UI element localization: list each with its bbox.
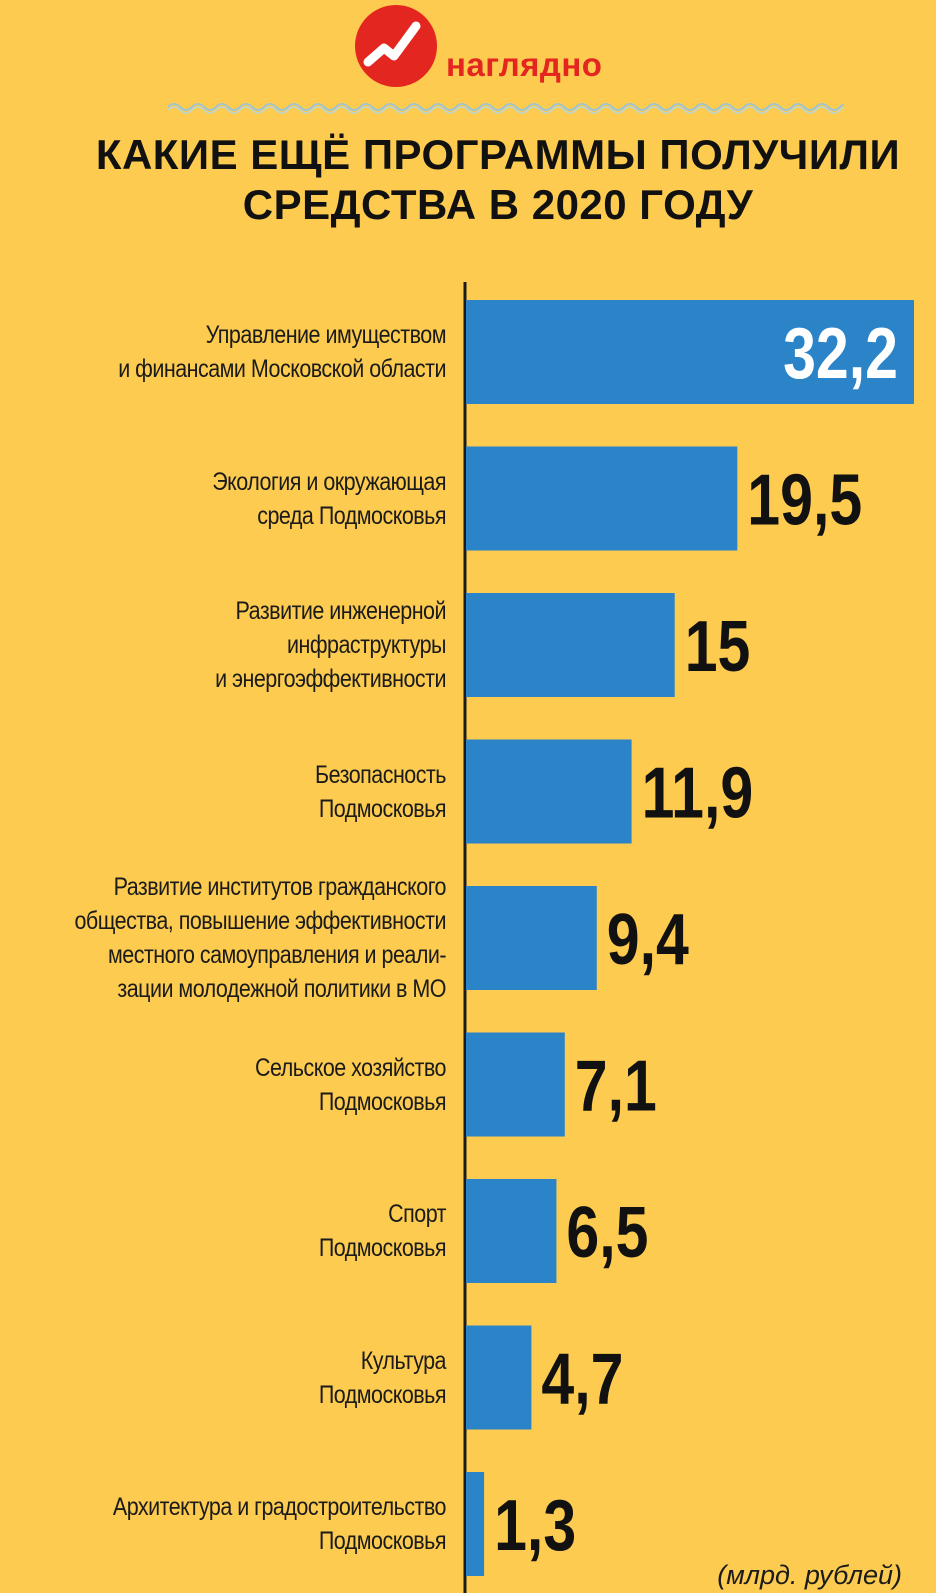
bar bbox=[466, 446, 738, 551]
category-label: Сельское хозяйство Подмосковья bbox=[68, 1051, 447, 1119]
data-label: 19,5 bbox=[747, 459, 862, 540]
category-label-line: Развитие институтов гражданского bbox=[113, 873, 447, 901]
category-label: Управление имуществом и финансами Московс… bbox=[68, 318, 446, 386]
category-label: Культура Подмосковья bbox=[68, 1344, 447, 1412]
category-label-line: зации молодежной политики в МО bbox=[117, 975, 446, 1003]
chart-title-line-1: КАКИЕ ЕЩЁ ПРОГРАММЫ ПОЛУЧИЛИ bbox=[95, 131, 901, 178]
category-label-line: общества, повышение эффективности bbox=[74, 907, 447, 935]
bar bbox=[466, 739, 632, 844]
category-label-line: Безопасность bbox=[315, 760, 446, 789]
checkmark-chart-icon bbox=[355, 5, 437, 87]
category-label: Развитие инженерной инфраструктуры и энерг… bbox=[68, 594, 446, 696]
bar bbox=[466, 1179, 557, 1283]
brand-name: наглядно bbox=[446, 46, 603, 83]
wavy-divider bbox=[168, 103, 844, 114]
category-label-line: Подмосковья bbox=[318, 1087, 447, 1116]
category-label: Экология и окружающая среда Подмосковья bbox=[68, 465, 446, 533]
data-label: 1,3 bbox=[494, 1484, 576, 1565]
category-label-line: и финансами Московской области bbox=[118, 355, 447, 383]
data-label: 9,4 bbox=[607, 898, 689, 979]
wave-line bbox=[168, 103, 844, 111]
data-label: 6,5 bbox=[566, 1191, 648, 1272]
category-label-line: Развитие инженерной bbox=[235, 597, 447, 625]
category-label-line: местного самоуправления и реали- bbox=[108, 941, 446, 969]
data-label: 15 bbox=[685, 605, 751, 686]
category-label-line: и энергоэффективности bbox=[215, 665, 446, 693]
category-label-line: Спорт bbox=[388, 1200, 446, 1228]
unit-note: (млрд. рублей) bbox=[717, 1560, 902, 1590]
bar bbox=[466, 1472, 485, 1576]
bar bbox=[466, 593, 675, 697]
data-label: 7,1 bbox=[575, 1045, 657, 1126]
category-label-line: инфраструктуры bbox=[287, 631, 447, 659]
category-label-line: Подмосковья bbox=[318, 1527, 447, 1555]
category-label: Безопасность Подмосковья bbox=[68, 758, 446, 826]
category-label: Архитектура и градостроительство Подмоско… bbox=[68, 1490, 447, 1558]
category-label-line: Подмосковья bbox=[318, 1234, 447, 1262]
category-label-line: Архитектура и градостроительство bbox=[112, 1493, 447, 1521]
bar bbox=[466, 886, 597, 990]
chart-title-line-2: СРЕДСТВА В 2020 ГОДУ bbox=[242, 181, 754, 228]
category-label-line: Подмосковья bbox=[318, 1380, 447, 1409]
logo-trend-line bbox=[363, 21, 421, 67]
category-label-line: среда Подмосковья bbox=[257, 501, 446, 530]
category-label-line: Сельское хозяйство bbox=[255, 1053, 447, 1082]
bar bbox=[466, 1032, 565, 1137]
category-label-line: Культура bbox=[360, 1346, 447, 1375]
bar bbox=[466, 1325, 532, 1430]
category-label: Спорт Подмосковья bbox=[68, 1197, 447, 1265]
data-label: 11,9 bbox=[642, 752, 754, 833]
category-label-line: Экология и окружающая bbox=[212, 467, 446, 496]
category-label: Развитие институтов гражданского общества… bbox=[68, 870, 446, 1006]
category-label-line: Подмосковья bbox=[318, 794, 447, 823]
wave-line-secondary bbox=[168, 106, 844, 114]
category-label-line: Управление имуществом bbox=[205, 321, 447, 349]
chart-title: КАКИЕ ЕЩЁ ПРОГРАММЫ ПОЛУЧИЛИ СРЕДСТВА В … bbox=[60, 130, 936, 230]
data-label: 32,2 bbox=[783, 312, 898, 393]
bar bbox=[466, 300, 914, 404]
data-label: 4,7 bbox=[541, 1338, 623, 1419]
